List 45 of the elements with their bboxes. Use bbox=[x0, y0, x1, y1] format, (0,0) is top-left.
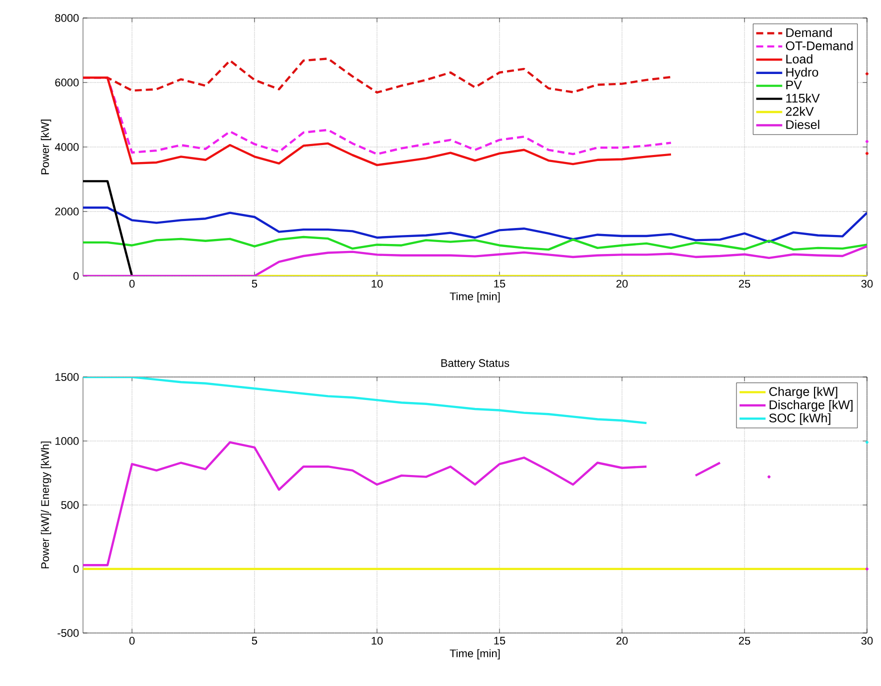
y-tick-label: 1000 bbox=[55, 437, 79, 445]
legend-label: Hydro bbox=[786, 67, 818, 80]
x-axis-title: Time [min] bbox=[450, 292, 500, 302]
legend-label: Discharge [kW] bbox=[770, 400, 852, 412]
y-tick-label: 0 bbox=[73, 272, 79, 280]
legend-label: SOC [kWh] bbox=[769, 413, 830, 425]
line-series bbox=[83, 236, 868, 251]
x-tick-label: 30 bbox=[861, 636, 873, 645]
legend-label: OT-Demand bbox=[786, 41, 853, 50]
x-tick-label: 20 bbox=[616, 636, 628, 645]
legend-label: Diesel bbox=[786, 120, 820, 130]
legend-label: 115kV bbox=[786, 93, 820, 103]
legend-label: Demand bbox=[786, 28, 832, 38]
y-axis-title: Power [kW]/ Energy [kWh] bbox=[40, 442, 52, 568]
x-tick-label: 10 bbox=[372, 636, 383, 645]
x-tick-label: 25 bbox=[738, 280, 750, 288]
x-tick-label: 10 bbox=[372, 280, 383, 288]
legend-label: Load bbox=[786, 54, 812, 64]
point bbox=[866, 440, 869, 444]
x-tick-label: 25 bbox=[738, 636, 750, 645]
y-tick-label: 4000 bbox=[54, 143, 79, 151]
x-tick-label: 5 bbox=[252, 280, 258, 288]
legend-label: 22kV bbox=[786, 106, 814, 116]
y-tick-label: 2000 bbox=[55, 208, 79, 216]
y-tick-label: 500 bbox=[61, 501, 79, 509]
line-series bbox=[83, 206, 868, 243]
legend-label: PV bbox=[786, 80, 802, 90]
x-tick-label: 0 bbox=[129, 280, 135, 288]
y-tick-label: 8000 bbox=[55, 14, 79, 22]
y-tick-label: -500 bbox=[58, 629, 79, 637]
x-tick-label: 20 bbox=[616, 280, 628, 288]
x-tick-label: 5 bbox=[252, 636, 258, 645]
x-tick-label: 15 bbox=[494, 280, 506, 288]
point bbox=[768, 475, 771, 478]
y-axis-title: Power [kW] bbox=[40, 120, 52, 174]
y-tick-label: 0 bbox=[73, 565, 79, 573]
x-tick-label: 0 bbox=[129, 636, 135, 645]
point bbox=[866, 568, 869, 570]
x-tick-label: 15 bbox=[494, 636, 506, 645]
y-tick-label: 6000 bbox=[55, 78, 79, 86]
y-tick-label: 1500 bbox=[55, 373, 79, 381]
x-tick-label: 30 bbox=[861, 280, 873, 288]
legend-label: Charge [kW] bbox=[769, 386, 838, 398]
chart-title: Battery Status bbox=[441, 359, 510, 370]
x-axis-title: Time [min] bbox=[450, 649, 500, 660]
